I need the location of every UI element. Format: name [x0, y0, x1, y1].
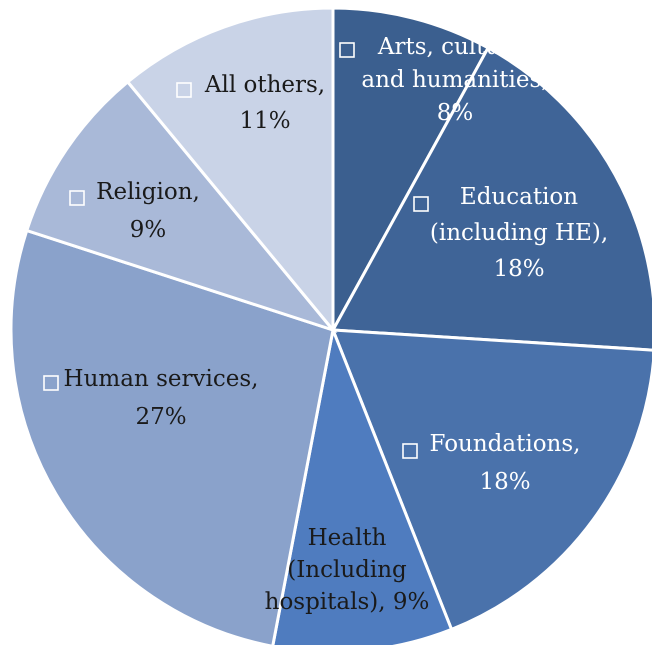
- slice-label-line: hospitals), 9%: [265, 589, 430, 615]
- pie-slice-health-including-hospitals: [271, 324, 454, 645]
- legend-marker-icon: [339, 42, 355, 58]
- legend-marker-icon: [176, 82, 192, 98]
- slice-label-religion: Religion, 9%: [69, 179, 200, 243]
- pie-slice-arts-culture-and-humanities: [331, 6, 491, 331]
- slice-label-line: 18%: [479, 469, 530, 495]
- slice-label-text: Arts, culture, and humanities, 8%: [361, 34, 548, 126]
- slice-label-text: Health (Including hospitals), 9%: [265, 525, 430, 615]
- pie-slice-education-including-he: [330, 45, 652, 352]
- slice-label-text: Education (including HE), 18%: [430, 184, 608, 282]
- slice-label-text: Religion, 9%: [96, 179, 200, 243]
- pie-slice-religion: [24, 79, 338, 334]
- slice-label-line: All others,: [204, 72, 325, 98]
- legend-marker-icon: [43, 375, 59, 391]
- pie-slice-all-others: [125, 6, 335, 335]
- slice-label-health-including-hospitals: Health (Including hospitals), 9%: [265, 525, 430, 615]
- legend-marker-icon: [402, 443, 418, 459]
- pie-slice-foundations: [330, 328, 652, 632]
- slice-label-line: (including HE),: [430, 220, 608, 246]
- slice-label-line: 11%: [239, 108, 290, 134]
- slice-label-line: 8%: [437, 100, 474, 126]
- slice-label-line: Education: [460, 184, 578, 210]
- slice-label-line: and humanities,: [361, 67, 548, 93]
- legend-marker-icon: [413, 196, 429, 212]
- slice-label-line: Arts, culture,: [377, 34, 532, 60]
- slice-label-text: Human services, 27%: [64, 366, 259, 430]
- pie-slice-human-services: [9, 228, 335, 645]
- slice-label-line: (Including: [287, 557, 407, 583]
- slice-label-text: All others, 11%: [204, 72, 325, 134]
- slice-label-education-including-he: Education (including HE), 18%: [413, 184, 608, 282]
- slice-label-line: Foundations,: [430, 431, 581, 457]
- slice-label-arts-culture-and-humanities: Arts, culture, and humanities, 8%: [339, 34, 549, 126]
- slice-label-line: 27%: [135, 404, 186, 430]
- slice-label-line: Religion,: [96, 179, 200, 205]
- slice-label-line: Human services,: [64, 366, 259, 392]
- slice-label-text: Foundations, 18%: [430, 431, 581, 495]
- legend-marker-icon: [69, 190, 85, 206]
- slice-label-foundations: Foundations, 18%: [402, 431, 581, 495]
- slice-label-line: 18%: [493, 256, 544, 282]
- slice-label-human-services: Human services, 27%: [43, 366, 259, 430]
- slice-label-all-others: All others, 11%: [176, 72, 325, 134]
- slice-label-line: 9%: [130, 217, 167, 243]
- slice-label-line: Health: [308, 525, 387, 551]
